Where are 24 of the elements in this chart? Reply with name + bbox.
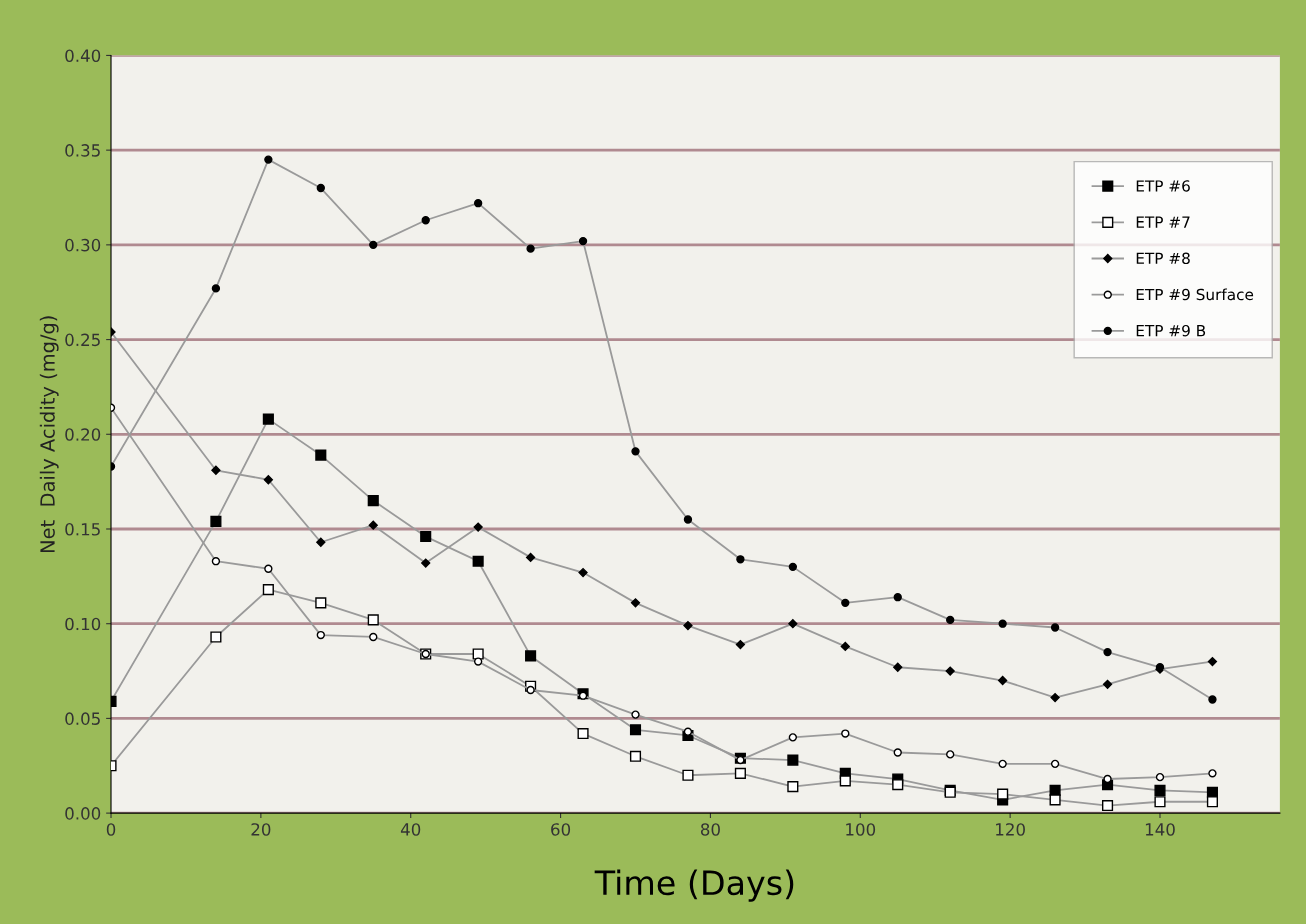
y-tick-label: 0.20 <box>65 428 101 441</box>
legend-label: ETP #8 <box>1136 252 1190 265</box>
y-axis-title: Net Daily Acidity (mg/g) <box>39 316 59 553</box>
y-tick-label: 0.30 <box>65 238 101 252</box>
legend-label: ETP #6 <box>1136 180 1190 192</box>
y-tick-label: 0.05 <box>65 712 100 725</box>
x-tick-label: 100 <box>846 823 876 836</box>
x-tick-label: 140 <box>1145 823 1175 836</box>
y-tick-label: 0.10 <box>65 617 101 631</box>
x-tick-label: 60 <box>551 823 571 836</box>
legend-label: ETP #9 B <box>1136 324 1206 337</box>
y-tick-label: 0.00 <box>65 807 101 820</box>
legend-label: ETP #9 Surface <box>1136 288 1254 301</box>
x-axis-title: Time (Days) <box>594 869 794 902</box>
x-tick-label: 80 <box>700 823 720 836</box>
x-tick-label: 0 <box>106 823 116 836</box>
y-tick-label: 0.40 <box>65 49 101 63</box>
y-tick-label: 0.35 <box>65 144 100 157</box>
y-tick-label: 0.25 <box>65 333 100 347</box>
x-tick-label: 120 <box>996 823 1025 836</box>
x-tick-label: 40 <box>400 823 421 836</box>
y-tick-label: 0.15 <box>65 522 100 536</box>
legend-label: ETP #7 <box>1136 216 1190 228</box>
x-tick-label: 20 <box>251 823 271 836</box>
